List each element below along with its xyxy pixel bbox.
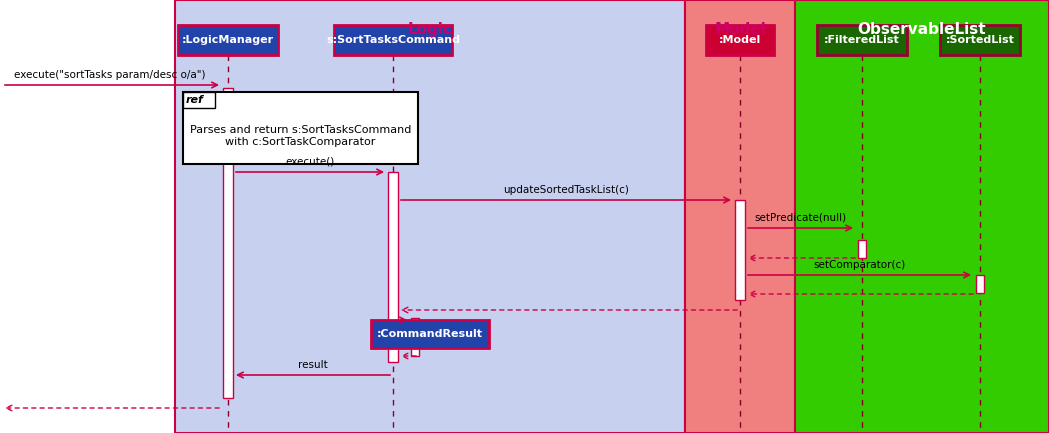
Text: :Model: :Model: [719, 35, 762, 45]
Bar: [940, 25, 1020, 55]
Text: execute("sortTasks param/desc o/a"): execute("sortTasks param/desc o/a"): [15, 70, 206, 80]
Text: setComparator(c): setComparator(c): [814, 260, 906, 270]
Bar: [334, 25, 452, 55]
Bar: [178, 25, 278, 55]
Bar: [685, 0, 795, 433]
Text: result: result: [298, 360, 328, 370]
Bar: [175, 0, 685, 433]
Text: s:SortTasksCommand: s:SortTasksCommand: [326, 35, 461, 45]
Text: :LogicManager: :LogicManager: [181, 35, 274, 45]
Text: ref: ref: [186, 95, 204, 105]
Bar: [817, 25, 907, 55]
Text: ObservableList: ObservableList: [858, 22, 986, 37]
Bar: [795, 0, 1049, 433]
Text: execute(): execute(): [285, 157, 335, 167]
Bar: [183, 92, 418, 164]
Text: :SortedList: :SortedList: [945, 35, 1014, 45]
Bar: [858, 240, 866, 258]
Bar: [388, 172, 398, 362]
Text: setPredicate(null): setPredicate(null): [754, 213, 847, 223]
Bar: [371, 320, 489, 348]
Bar: [976, 275, 984, 293]
Bar: [706, 25, 774, 55]
Text: Model: Model: [714, 22, 766, 37]
Bar: [223, 88, 233, 398]
Text: Logic: Logic: [408, 22, 452, 37]
Text: Parses and return s:SortTasksCommand
with c:SortTaskComparator: Parses and return s:SortTasksCommand wit…: [190, 125, 411, 147]
Text: :FilteredList: :FilteredList: [825, 35, 900, 45]
Bar: [183, 92, 215, 108]
Bar: [735, 200, 745, 300]
Bar: [411, 318, 419, 356]
Text: updateSortedTaskList(c): updateSortedTaskList(c): [504, 185, 629, 195]
Text: :CommandResult: :CommandResult: [377, 329, 483, 339]
